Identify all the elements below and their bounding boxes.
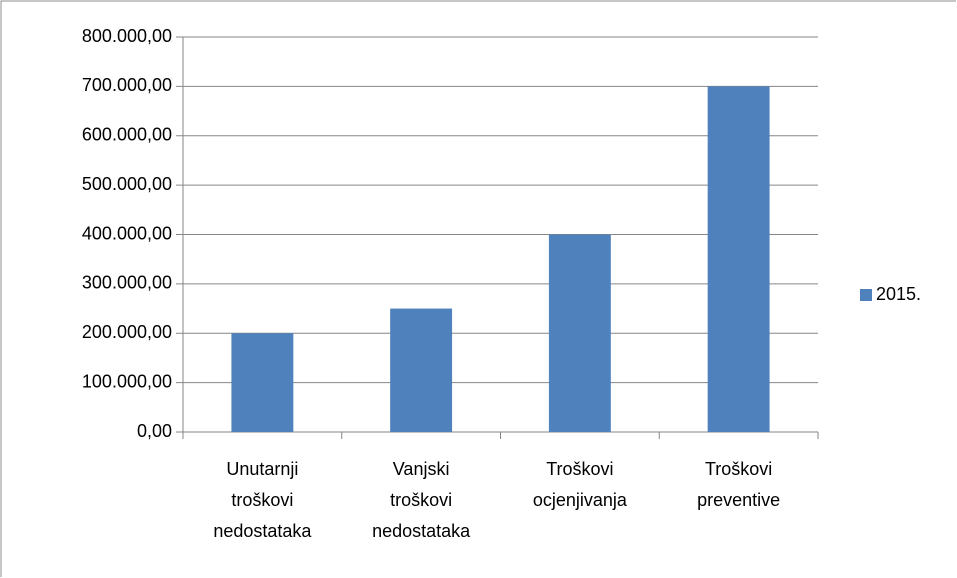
- x-tick-label: Troškovi preventive: [697, 459, 780, 510]
- y-tick-label: 400.000,00: [82, 223, 172, 243]
- y-tick-label: 200.000,00: [82, 322, 172, 342]
- x-tick-label: Vanjski troškovi nedostataka: [372, 459, 471, 541]
- y-tick-label: 500.000,00: [82, 174, 172, 194]
- y-tick-label: 600.000,00: [82, 125, 172, 145]
- y-tick-label: 700.000,00: [82, 75, 172, 95]
- x-tick-label: Troškovi ocjenjivanja: [533, 459, 628, 510]
- legend-label: 2015.: [876, 284, 921, 304]
- y-tick-label: 100.000,00: [82, 371, 172, 391]
- y-tick-label: 300.000,00: [82, 273, 172, 293]
- y-tick-label: 800.000,00: [82, 26, 172, 46]
- bar: [707, 86, 770, 432]
- bar: [548, 234, 611, 432]
- y-tick-label: 0,00: [137, 421, 172, 441]
- legend-swatch: [860, 289, 872, 301]
- bar: [390, 308, 453, 432]
- bar: [231, 333, 294, 432]
- x-tick-label: Unutarnji troškovi nedostataka: [213, 459, 312, 541]
